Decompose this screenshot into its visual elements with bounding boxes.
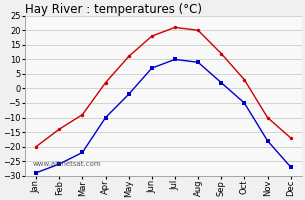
Text: www.allmetsat.com: www.allmetsat.com: [33, 161, 102, 167]
Text: Hay River : temperatures (°C): Hay River : temperatures (°C): [25, 3, 202, 16]
